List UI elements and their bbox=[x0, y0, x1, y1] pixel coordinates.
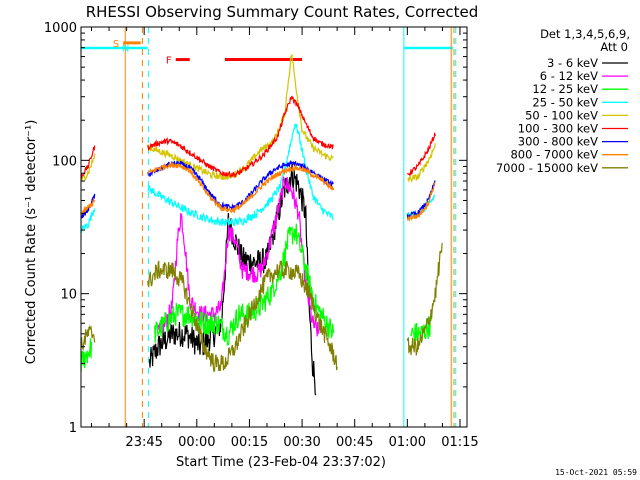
plot-area: S N F bbox=[80, 26, 468, 428]
legend-header-line-2: Att 0 bbox=[600, 40, 628, 54]
timestamp: 15-Oct-2021 05:59 bbox=[555, 468, 637, 477]
series-4-segment-0 bbox=[80, 153, 96, 183]
x-tick-label-0: 23:45 bbox=[125, 435, 162, 450]
series-2-segment-0 bbox=[80, 338, 93, 373]
y-tick-label-1: 10 bbox=[60, 288, 77, 303]
series-5-segment-0 bbox=[80, 145, 96, 179]
x-tick-label-6: 01:15 bbox=[441, 435, 478, 450]
series-7-segment-2 bbox=[406, 181, 436, 223]
series-8 bbox=[80, 242, 443, 373]
plot-frame bbox=[80, 26, 468, 428]
series-5-segment-1 bbox=[147, 95, 334, 178]
legend-label-0: 3 - 6 keV bbox=[547, 56, 598, 70]
x-tick-label-5: 01:00 bbox=[389, 435, 426, 450]
x-tick-label-4: 00:45 bbox=[336, 435, 373, 450]
series-8-segment-0 bbox=[80, 324, 96, 352]
y-tick-label-0: 1 bbox=[69, 421, 77, 436]
y-tick-label-3: 1000 bbox=[44, 21, 77, 36]
series-1 bbox=[157, 176, 320, 337]
x-axis: 23:45 00:00 00:15 00:30 00:45 01:00 01:15 bbox=[91, 27, 479, 450]
chart-title: RHESSI Observing Summary Count Rates, Co… bbox=[86, 3, 479, 21]
series-4 bbox=[80, 54, 436, 184]
legend-label-2: 12 - 25 keV bbox=[532, 82, 598, 96]
x-tick-label-2: 00:15 bbox=[231, 435, 268, 450]
y-axis: 1 10 100 1000 bbox=[44, 21, 467, 436]
flag-label-2: F bbox=[166, 56, 172, 67]
y-tick-label-2: 100 bbox=[52, 154, 77, 169]
legend-label-4: 50 - 100 keV bbox=[525, 108, 598, 122]
legend-header-line-1: Det 1,3,4,5,6,9, bbox=[540, 27, 630, 41]
x-tick-label-3: 00:30 bbox=[283, 435, 320, 450]
x-tick-label-1: 00:00 bbox=[178, 435, 215, 450]
series-3 bbox=[80, 123, 436, 233]
legend-label-5: 100 - 300 keV bbox=[518, 122, 598, 136]
series-8-segment-2 bbox=[406, 242, 443, 356]
flag-label-0: S bbox=[113, 39, 119, 50]
y-axis-label: Corrected Count Rate (s⁻¹ detector⁻¹) bbox=[24, 120, 39, 365]
series-1-segment-0 bbox=[157, 176, 320, 337]
series-7-segment-0 bbox=[80, 197, 96, 216]
legend-label-1: 6 - 12 keV bbox=[540, 69, 598, 83]
legend-label-3: 25 - 50 keV bbox=[532, 95, 598, 109]
flag-label-1: N bbox=[122, 44, 129, 55]
series-5-segment-2 bbox=[407, 132, 436, 177]
series-3-segment-1 bbox=[147, 123, 334, 227]
legend-label-7: 800 - 7000 keV bbox=[510, 148, 598, 162]
series-3-segment-0 bbox=[80, 208, 96, 233]
series-5 bbox=[80, 95, 436, 179]
x-axis-label: Start Time (23-Feb-04 23:37:02) bbox=[176, 455, 386, 470]
legend-label-8: 7000 - 15000 keV bbox=[496, 161, 598, 175]
series-7-segment-1 bbox=[147, 162, 335, 214]
series-7 bbox=[80, 162, 436, 223]
series-8-segment-1 bbox=[147, 259, 338, 373]
series-4-segment-2 bbox=[407, 143, 436, 184]
legend-label-6: 300 - 800 keV bbox=[518, 135, 598, 149]
series-4-segment-1 bbox=[147, 54, 334, 181]
